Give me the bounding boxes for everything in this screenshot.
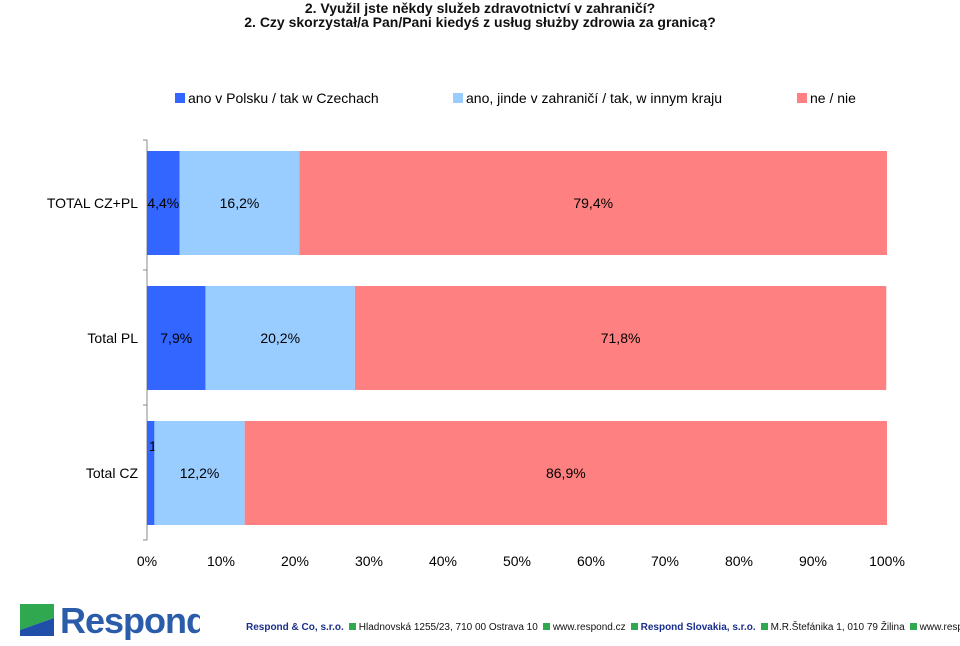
footer-bullet bbox=[348, 623, 356, 630]
footer-address-2: M.R.Štefánika 1, 010 79 Žilina bbox=[770, 622, 905, 633]
footer-bullet bbox=[630, 623, 638, 630]
category-label: Total CZ bbox=[86, 465, 139, 481]
x-tick-label: 80% bbox=[725, 553, 753, 569]
footer-company-2: Respond Slovakia, s.r.o. bbox=[640, 622, 756, 633]
data-label: 7,9% bbox=[160, 330, 192, 346]
footer-company-1: Respond & Co, s.r.o. bbox=[246, 622, 344, 633]
chart-title-line-2: 2. Czy skorzystał/a Pan/Pani kiedyś z us… bbox=[244, 14, 716, 30]
category-label: Total PL bbox=[87, 330, 138, 346]
legend-item-2: ano, jinde v zahraničí / tak, w innym kr… bbox=[453, 89, 722, 107]
bar-segment bbox=[154, 421, 245, 525]
legend-swatch-1 bbox=[175, 93, 185, 103]
x-tick-label: 30% bbox=[355, 553, 383, 569]
logo-mark-green bbox=[20, 604, 54, 630]
footer-web-2[interactable]: www.respond.sk bbox=[919, 622, 960, 633]
legend-label-3: ne / nie bbox=[810, 90, 856, 106]
bar-segment bbox=[205, 286, 355, 390]
bar-segment bbox=[179, 151, 300, 255]
chart-title-line-1: 2. Využil jste někdy služeb zdravotnictv… bbox=[304, 0, 656, 16]
x-tick-label: 20% bbox=[281, 553, 309, 569]
logo-mark-blue bbox=[20, 618, 54, 636]
x-tick-label: 50% bbox=[503, 553, 531, 569]
legend-item-1: ano v Polsku / tak w Czechach bbox=[175, 89, 379, 107]
legend-label-2: ano, jinde v zahraničí / tak, w innym kr… bbox=[466, 90, 723, 106]
bar-segment bbox=[299, 151, 887, 255]
category-label: TOTAL CZ+PL bbox=[47, 195, 138, 211]
data-label: 86,9% bbox=[546, 465, 586, 481]
x-tick-label: 70% bbox=[651, 553, 679, 569]
x-tick-label: 10% bbox=[207, 553, 235, 569]
bar-segment bbox=[147, 421, 155, 525]
bar-segment bbox=[354, 286, 887, 390]
x-tick-label: 40% bbox=[429, 553, 457, 569]
x-tick-label: 60% bbox=[577, 553, 605, 569]
legend-swatch-3 bbox=[797, 93, 807, 103]
bar-segment bbox=[147, 286, 206, 390]
bar-segment bbox=[147, 151, 180, 255]
legend-swatch-2 bbox=[453, 93, 463, 103]
data-label: 16,2% bbox=[220, 195, 260, 211]
stacked-bar-chart: TOTAL CZ+PL 4,4% 16,2% 79,4% Total PL 7,9% 20,… bbox=[47, 139, 905, 569]
x-tick-label: 100% bbox=[869, 553, 905, 569]
footer-bullet bbox=[542, 623, 550, 630]
x-tick-label: 90% bbox=[799, 553, 827, 569]
footer: Respond & Co, s.r.o. Hladnovská 1255/23, … bbox=[246, 622, 960, 633]
bar-segment bbox=[244, 421, 887, 525]
data-label: 4,4% bbox=[147, 195, 179, 211]
x-tick-label: 0% bbox=[137, 553, 157, 569]
footer-bullet bbox=[760, 623, 768, 630]
data-label: 12,2% bbox=[180, 465, 220, 481]
data-label: 20,2% bbox=[260, 330, 300, 346]
footer-bullet bbox=[909, 623, 917, 630]
footer-web-1[interactable]: www.respond.cz bbox=[552, 622, 626, 633]
data-label: 71,8% bbox=[601, 330, 641, 346]
legend-item-3: ne / nie bbox=[797, 89, 856, 107]
logo-text: Respond bbox=[60, 600, 200, 640]
footer-address-1: Hladnovská 1255/23, 710 00 Ostrava 10 bbox=[358, 622, 538, 633]
legend-label-1: ano v Polsku / tak w Czechach bbox=[188, 90, 379, 106]
respond-logo: Respond bbox=[20, 600, 200, 640]
data-label: 79,4% bbox=[573, 195, 613, 211]
